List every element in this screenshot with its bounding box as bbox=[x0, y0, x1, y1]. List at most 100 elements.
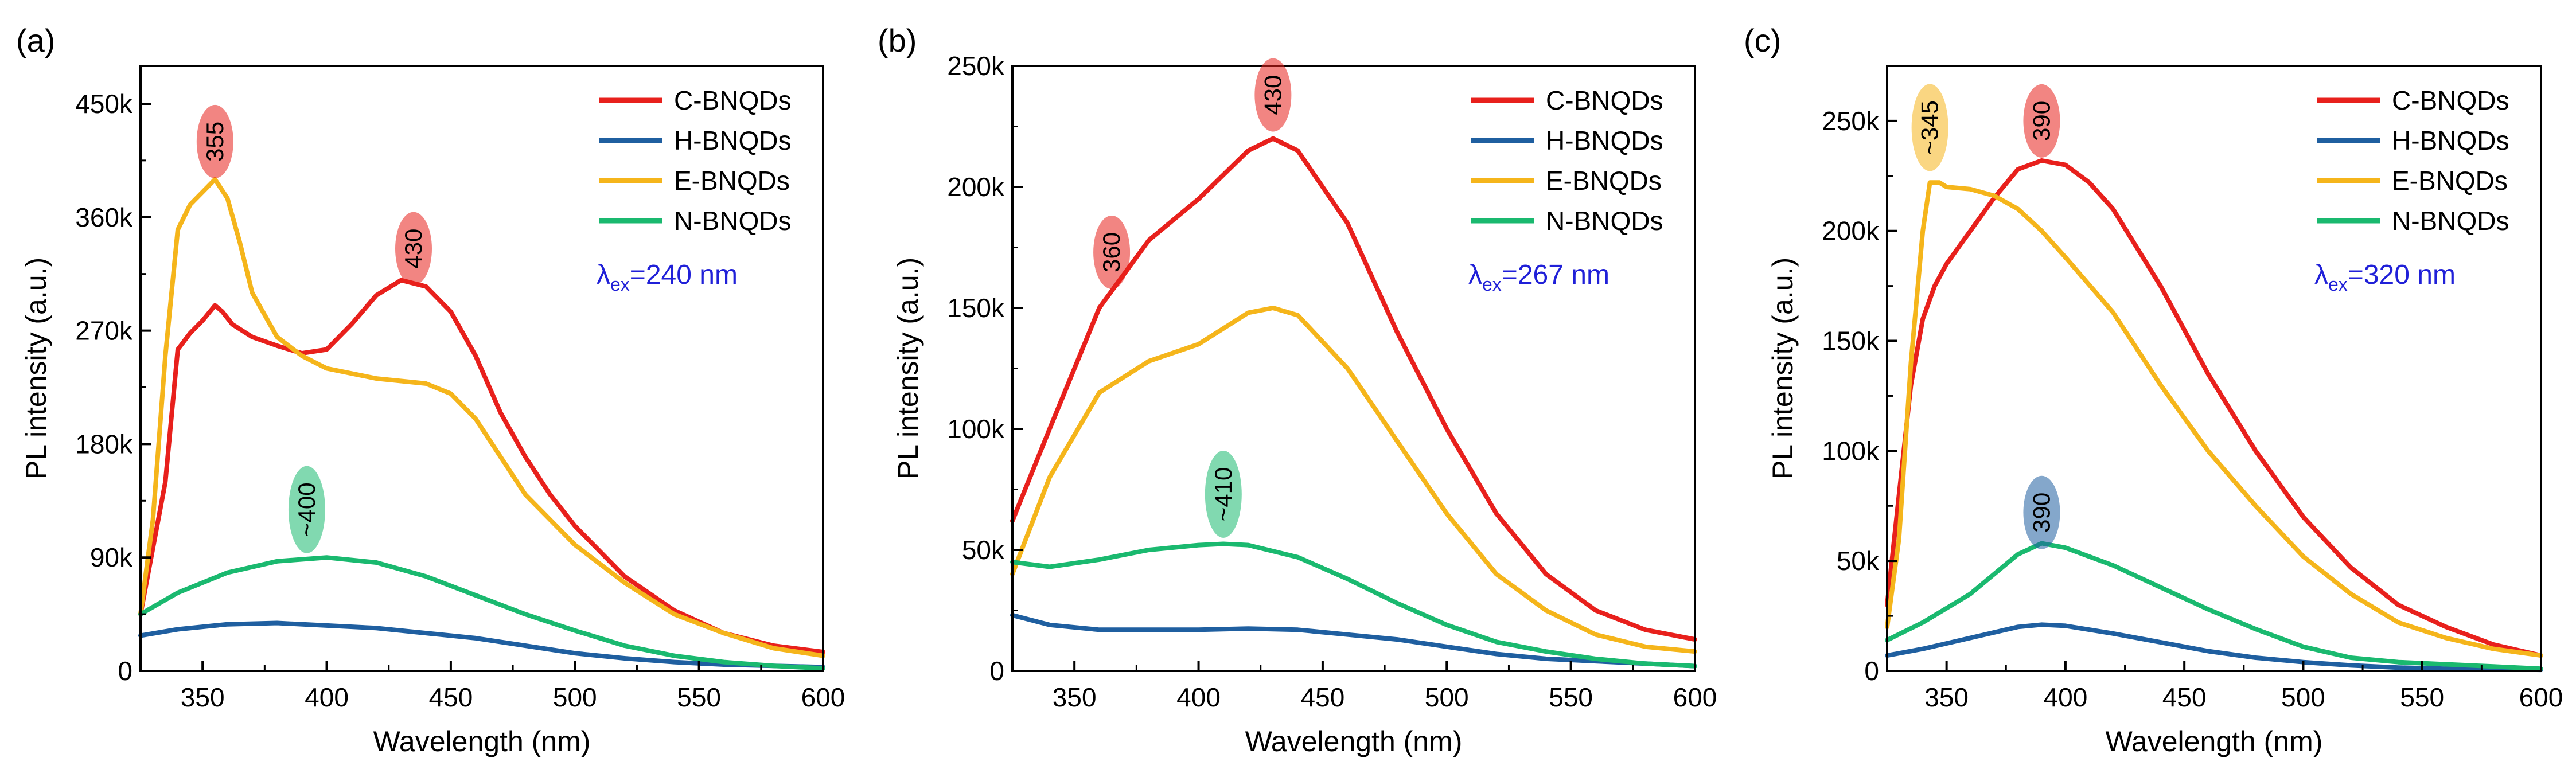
peak-labels: ~345 390 390 bbox=[1911, 84, 2060, 549]
peak-label-bubble bbox=[1093, 215, 1131, 289]
excitation-subscript: ex bbox=[2328, 274, 2348, 295]
peak-label-bubble bbox=[2023, 84, 2060, 158]
peak-label-bubble bbox=[1205, 450, 1242, 538]
x-axis-title: Wavelength (nm) bbox=[373, 725, 591, 757]
peak-labels: 430 360 ~410 bbox=[1093, 58, 1292, 538]
x-tick-label: 550 bbox=[2400, 682, 2444, 712]
legend-label: N-BNQDs bbox=[674, 206, 791, 236]
series-line-h-bnqds bbox=[1010, 612, 1697, 669]
legend: C-BNQDs H-BNQDs E-BNQDs N-BNQDs bbox=[599, 85, 791, 236]
y-tick-label: 90k bbox=[90, 542, 133, 572]
legend: C-BNQDs H-BNQDs E-BNQDs N-BNQDs bbox=[1471, 85, 1663, 236]
peak-label-text: ~410 bbox=[1210, 467, 1237, 522]
y-tick-label: 50k bbox=[962, 535, 1005, 565]
excitation-label: λex=267 nm bbox=[1468, 260, 1609, 295]
y-tick-label: 50k bbox=[1837, 546, 1880, 576]
x-tick-label: 500 bbox=[2281, 682, 2325, 712]
excitation-value: =267 nm bbox=[1502, 260, 1609, 290]
y-tick-label: 360k bbox=[75, 202, 133, 232]
series-lines bbox=[138, 177, 825, 671]
legend-label: E-BNQDs bbox=[1546, 166, 1662, 196]
y-tick-label: 250k bbox=[947, 51, 1005, 81]
panel-label: (b) bbox=[878, 22, 917, 58]
y-tick-label: 0 bbox=[989, 656, 1004, 686]
peak-label-text: 430 bbox=[1259, 75, 1286, 115]
excitation-value: =240 nm bbox=[630, 260, 738, 290]
y-axis-title: PL intensity (a.u.) bbox=[1767, 257, 1799, 479]
x-tick-label: 600 bbox=[801, 682, 845, 712]
x-tick-label: 600 bbox=[1673, 682, 1717, 712]
x-tick-label: 450 bbox=[429, 682, 473, 712]
peak-label-bubble bbox=[196, 104, 233, 178]
legend-label: N-BNQDs bbox=[2392, 206, 2509, 236]
y-axis-ticks: 0 50k 100k 150k 200k 250k bbox=[1822, 106, 1897, 686]
legend-label: E-BNQDs bbox=[2392, 166, 2508, 196]
excitation-subscript: ex bbox=[1482, 274, 1502, 295]
excitation-label: λex=320 nm bbox=[2314, 260, 2456, 295]
series-line-e-bnqds bbox=[138, 177, 825, 658]
series-line-e-bnqds bbox=[1885, 180, 2543, 658]
x-tick-label: 400 bbox=[305, 682, 349, 712]
excitation-lambda: λ bbox=[2314, 260, 2328, 290]
peak-label-bubble bbox=[1254, 58, 1292, 132]
x-tick-label: 350 bbox=[181, 682, 225, 712]
panel-label: (c) bbox=[1744, 22, 1781, 58]
y-tick-label: 0 bbox=[1864, 656, 1879, 686]
series-lines bbox=[1885, 158, 2543, 673]
x-tick-label: 500 bbox=[553, 682, 597, 712]
peak-label-text: 360 bbox=[1098, 232, 1125, 272]
x-tick-label: 350 bbox=[1924, 682, 1969, 712]
series-line-c-bnqds bbox=[138, 278, 825, 654]
x-axis-title: Wavelength (nm) bbox=[2106, 725, 2323, 757]
legend-label: E-BNQDs bbox=[674, 166, 790, 196]
series-line-n-bnqds bbox=[138, 555, 825, 671]
series-line-c-bnqds bbox=[1885, 158, 2543, 658]
y-axis-ticks: 0 50k 100k 150k 200k 250k bbox=[947, 51, 1023, 686]
y-axis-title: PL intensity (a.u.) bbox=[892, 257, 924, 479]
y-axis-ticks: 0 90k 180k 270k 360k 450k bbox=[75, 89, 151, 686]
legend-label: N-BNQDs bbox=[1546, 206, 1663, 236]
series-line-e-bnqds bbox=[1010, 306, 1697, 654]
series-line-n-bnqds bbox=[1010, 541, 1697, 669]
peak-label-text: 390 bbox=[2028, 101, 2055, 141]
x-axis-ticks: 350 400 450 500 550 600 bbox=[139, 661, 845, 712]
plot-frame bbox=[139, 65, 824, 672]
y-axis-title: PL intensity (a.u.) bbox=[20, 257, 52, 479]
peak-labels: 355 430 ~400 bbox=[196, 104, 432, 553]
peak-label-bubble bbox=[2023, 475, 2060, 549]
legend-label: C-BNQDs bbox=[2392, 85, 2509, 115]
y-tick-label: 200k bbox=[1822, 216, 1880, 246]
y-tick-label: 180k bbox=[75, 429, 133, 459]
peak-label-bubble bbox=[288, 466, 325, 553]
excitation-lambda: λ bbox=[597, 260, 610, 290]
y-tick-label: 200k bbox=[947, 172, 1005, 202]
x-tick-label: 400 bbox=[2044, 682, 2088, 712]
peak-label-text: 430 bbox=[400, 229, 427, 269]
legend-label: C-BNQDs bbox=[1546, 85, 1663, 115]
legend-label: H-BNQDs bbox=[674, 126, 791, 155]
peak-label-text: 355 bbox=[201, 122, 228, 162]
panel-b: (b) 350 400 450 500 550 600 0 50k 100k 150k 200k 250… bbox=[878, 22, 1717, 757]
x-tick-label: 500 bbox=[1425, 682, 1469, 712]
y-tick-label: 450k bbox=[75, 89, 133, 119]
x-axis-ticks: 350 400 450 500 550 600 bbox=[1886, 661, 2563, 712]
legend-label: C-BNQDs bbox=[674, 85, 791, 115]
x-tick-label: 450 bbox=[1301, 682, 1345, 712]
x-tick-label: 450 bbox=[2162, 682, 2207, 712]
x-axis-ticks: 350 400 450 500 550 600 bbox=[1011, 661, 1717, 712]
excitation-lambda: λ bbox=[1468, 260, 1482, 290]
x-tick-label: 400 bbox=[1176, 682, 1221, 712]
peak-label-text: ~345 bbox=[1916, 100, 1943, 155]
y-tick-label: 150k bbox=[947, 293, 1005, 323]
y-tick-label: 150k bbox=[1822, 326, 1880, 356]
series-line-h-bnqds bbox=[138, 620, 825, 670]
excitation-value: =320 nm bbox=[2348, 260, 2456, 290]
plot-frame bbox=[1886, 65, 2542, 672]
legend-label: H-BNQDs bbox=[2392, 126, 2509, 155]
x-axis-title: Wavelength (nm) bbox=[1245, 725, 1463, 757]
x-tick-label: 350 bbox=[1053, 682, 1097, 712]
peak-label-bubble bbox=[395, 212, 432, 286]
excitation-subscript: ex bbox=[610, 274, 630, 295]
y-tick-label: 250k bbox=[1822, 106, 1880, 136]
